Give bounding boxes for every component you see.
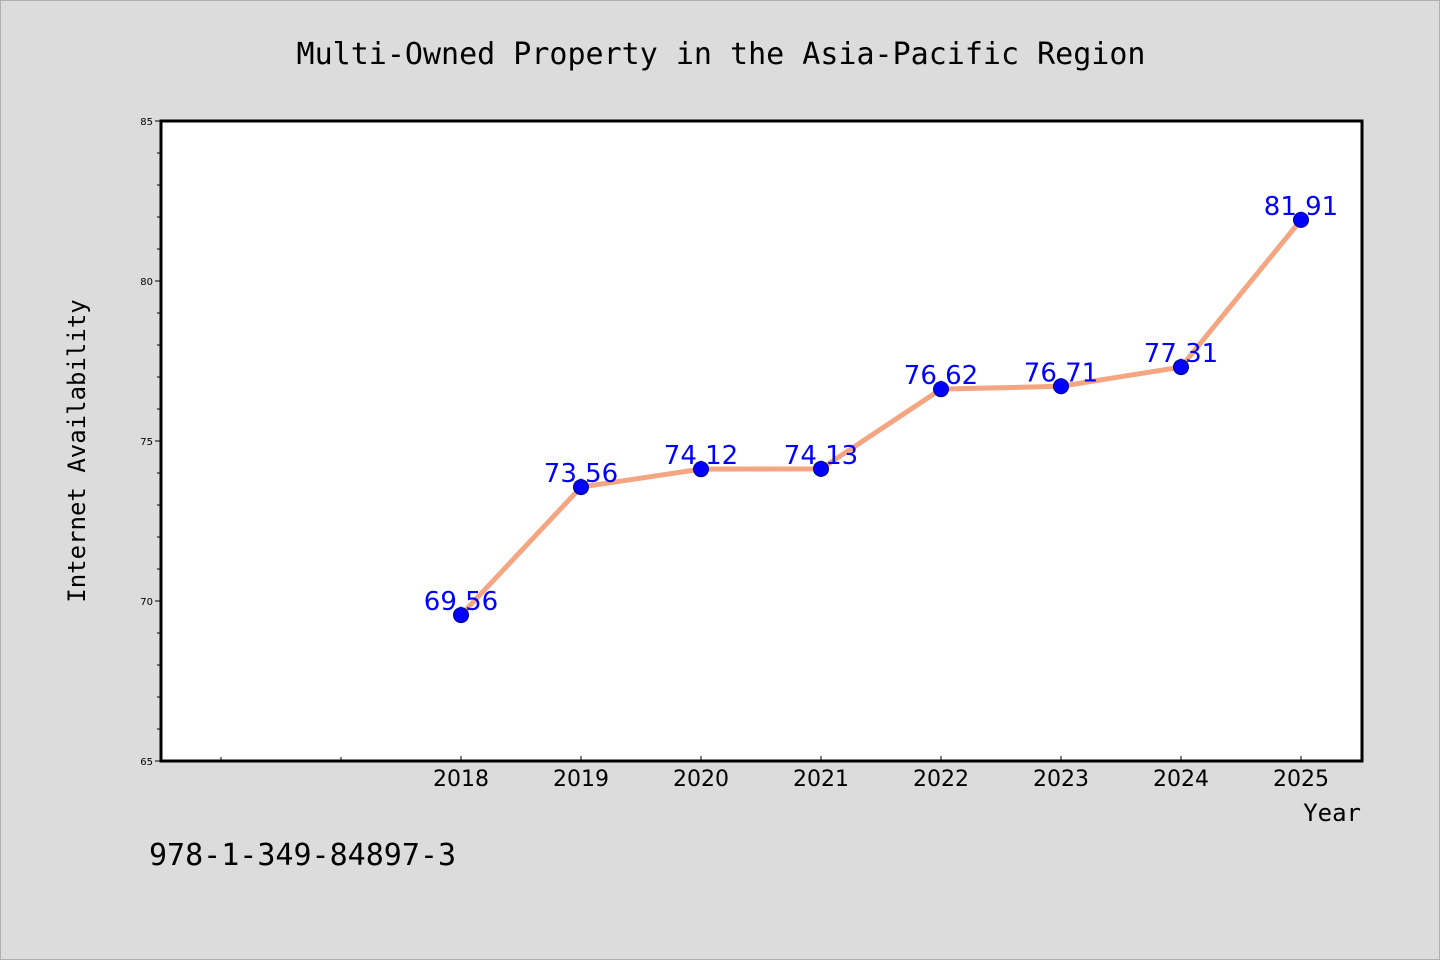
data-point-marker [813,460,829,477]
y-tick-label: 70 [140,597,153,608]
chart-title: Multi-Owned Property in the Asia-Pacific… [297,37,1146,72]
data-point-marker [1293,211,1309,228]
data-label: 77.31 [1144,339,1218,369]
x-tick-label: 2020 [673,767,729,792]
x-tick-label: 2018 [433,767,489,792]
data-point-marker [933,381,949,398]
y-axis-title: Internet Availability [63,299,91,602]
x-tick-label: 2019 [553,767,609,792]
x-tick-label: 2024 [1153,767,1209,792]
x-axis: 2018 2019 2020 2021 2022 2023 2024 2025 [220,756,1329,792]
y-tick-label: 80 [140,277,153,288]
y-tick-label: 65 [140,757,153,768]
y-tick-label: 75 [140,437,153,448]
footer-code: 978-1-349-84897-3 [149,838,456,873]
data-point-marker [453,607,469,624]
data-point-marker [1173,359,1189,376]
series-polyline [458,217,1304,618]
y-tick-label: 85 [140,117,153,128]
data-label: 69.56 [424,587,498,617]
data-point-marker [573,479,589,496]
data-point-marker [1053,378,1069,395]
series-line [453,211,1309,624]
data-point-marker [693,461,709,478]
x-axis-title: Year [1303,799,1361,827]
plot-area [159,119,1364,763]
x-tick-label: 2025 [1273,767,1329,792]
data-label: 74.13 [784,441,858,471]
x-tick-label: 2022 [913,767,969,792]
data-labels: 69.56 73.56 74.12 74.13 76.62 76.71 77.31 81.91 [424,192,1338,617]
data-label: 76.71 [1024,358,1098,388]
x-tick-label: 2021 [793,767,849,792]
y-axis: 65 70 75 80 85 [140,117,161,768]
x-tick-label: 2023 [1033,767,1089,792]
data-label: 73.56 [544,459,618,489]
data-label: 76.62 [904,361,978,391]
data-label: 81.91 [1264,192,1338,222]
data-label: 74.12 [664,441,738,471]
